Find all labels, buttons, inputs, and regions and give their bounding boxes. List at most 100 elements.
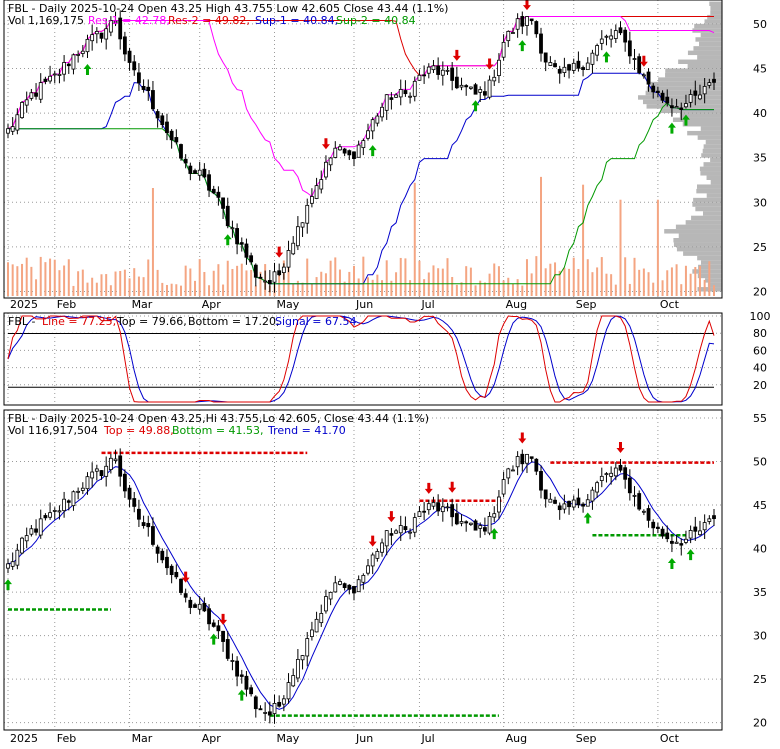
volume-bar [399,257,402,296]
volume-bar [278,273,281,296]
candle-body [609,35,614,40]
candle-body [207,608,211,625]
volume-bar [614,284,617,296]
candle-body [94,468,99,472]
volume-bar [516,279,519,296]
candle-body [557,68,562,74]
price-tick-label: 35 [753,152,767,165]
candle-body [15,549,20,566]
candle-body [10,561,15,567]
volume-bar [109,285,112,296]
profile-bar [679,113,722,118]
down-arrow [387,511,396,523]
candle-body [684,103,688,108]
stoch-signal-label: Signal = 67.54 [275,315,357,328]
volume-bar [39,256,42,296]
stochastic-title: FBL - [8,315,35,328]
x-tick-label: Jul [420,298,434,311]
candle-body [29,92,34,99]
candle-body [15,114,20,131]
candle-body [688,530,693,539]
candle-body [272,703,277,714]
volume-bar [324,273,327,296]
trend-tick-label: 35 [753,586,767,599]
volume-bar [362,256,365,296]
candle-body [394,530,398,534]
volume-bar [591,272,594,296]
volume-bar [259,271,262,296]
candle-body [239,674,244,677]
candle-body [403,526,408,531]
down-arrow [219,613,228,625]
candle-body [501,41,506,58]
volume-bar [236,265,239,296]
trend-line [7,461,715,710]
profile-bar [693,46,722,51]
price-tick-label: 40 [753,107,767,120]
candle-body [422,510,427,513]
price-tick-label: 25 [753,241,767,254]
candle-body [141,85,146,90]
candle-body [160,115,165,126]
candle-body [80,487,85,491]
candle-body [450,504,455,518]
x-tick-label: Jun [355,298,373,311]
candle-body [225,205,230,227]
candle-body [6,563,10,569]
candle-body [137,508,141,520]
candle-body [553,63,557,68]
candle-body [562,66,567,73]
candle-body [604,473,609,476]
candle-body [57,510,62,513]
candle-body [665,532,670,540]
candle-body [295,226,300,247]
res1-line [7,16,715,198]
candle-body [618,464,623,471]
candle-body [412,517,417,533]
candle-body [599,38,604,44]
up-arrow [518,40,527,52]
candle-body [258,708,263,711]
price-tick-label: 20 [753,286,767,299]
volume-bar [81,269,84,296]
profile-bar [700,32,722,38]
volume-bar [572,257,575,296]
candle-body [511,469,515,472]
candle-body [62,498,67,512]
x-axis-labels: 2025 Feb Mar Apr May Jun Jul Aug Sep Oct [10,298,680,311]
profile-bar [687,64,722,69]
candle-body [235,228,239,245]
candle-body [24,535,29,542]
volume-bar [203,271,206,296]
volume-bar [703,279,706,296]
volume-bar [535,256,538,296]
candle-body [426,503,431,511]
profile-bar [701,153,722,158]
candle-body [478,525,483,529]
candle-body [160,550,165,561]
candle-body [85,476,90,490]
candle-body [99,32,104,39]
stoch-line-label: Line = 77.25, [42,315,116,328]
volume-bar [708,261,711,296]
candle-body [567,64,571,71]
profile-bar [638,95,722,100]
candle-body [132,61,137,71]
candle-body [20,537,24,554]
candle-body [356,579,361,593]
volume-bar [240,263,243,296]
candle-body [66,63,71,67]
candle-body [459,521,464,524]
volume-bar [698,266,701,296]
candle-body [165,121,169,134]
trend-volume-label: Vol 116,917,504 [8,424,98,437]
volume-bar [413,182,416,296]
candle-body [146,522,151,528]
profile-bar [687,130,722,136]
candle-body [361,574,366,583]
sup2-line [8,102,714,285]
profile-bar [703,162,722,167]
candle-body [263,280,268,283]
candle-body [319,179,324,190]
